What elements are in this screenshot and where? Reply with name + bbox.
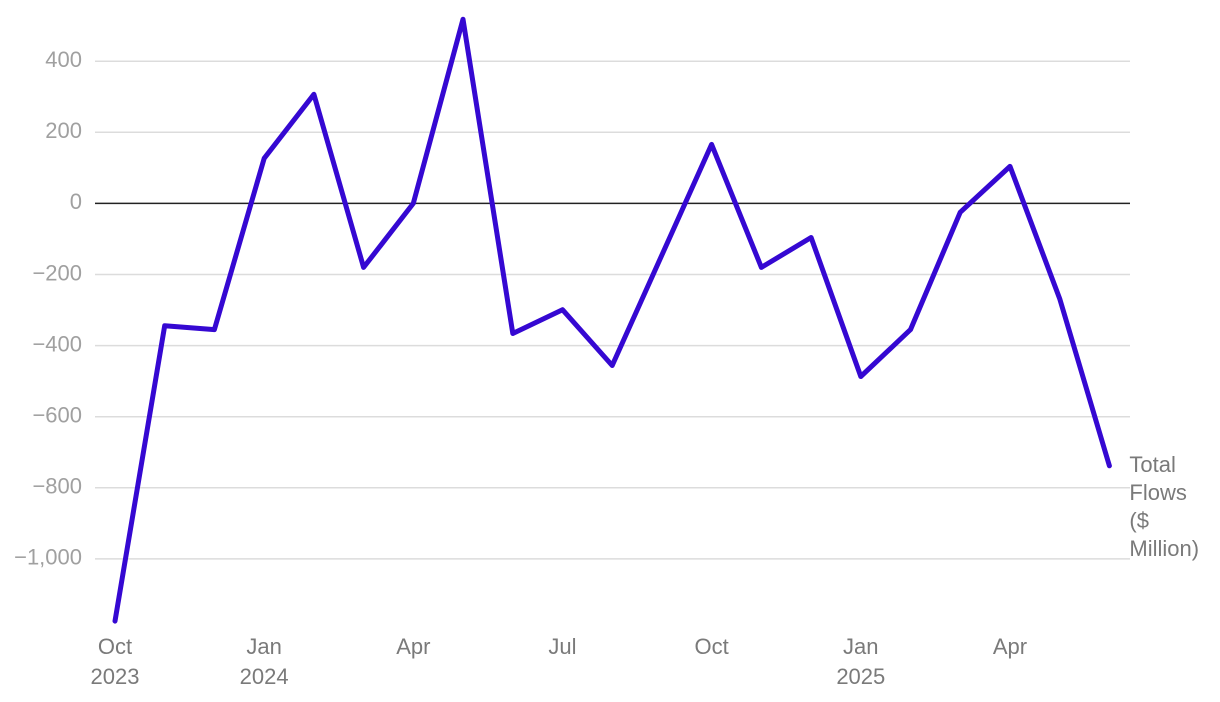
series-line [112, 16, 1112, 624]
y-tick-label: −1,000 [14, 545, 82, 570]
y-tick-label: −400 [32, 331, 82, 356]
y-tick-label: 0 [70, 189, 82, 214]
y-tick-label: 400 [45, 47, 82, 72]
x-tick-label: Jan 2024 [240, 634, 289, 689]
x-tick-label: Apr [993, 634, 1027, 659]
y-tick-label: −800 [32, 474, 82, 499]
x-tick-label: Apr [396, 634, 430, 659]
x-tick-label: Jul [548, 634, 576, 659]
y-tick-label: −600 [32, 403, 82, 428]
y-tick-label: −200 [32, 260, 82, 285]
y-tick-label: 200 [45, 118, 82, 143]
x-tick-label: Jan 2025 [836, 634, 885, 689]
series-label: Total Flows ($ Million) [1129, 452, 1199, 561]
x-tick-label: Oct [695, 634, 729, 659]
x-tick-label: Oct 2023 [91, 634, 140, 689]
